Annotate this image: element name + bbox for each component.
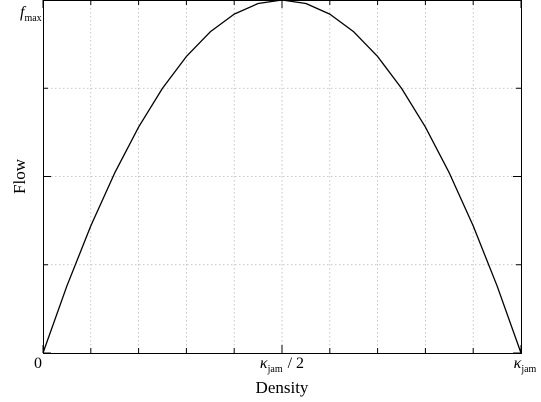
y-tick-label: fmax bbox=[20, 4, 42, 24]
plot-frame bbox=[43, 0, 522, 354]
x-tick-label: κjam/ 2 bbox=[260, 355, 304, 375]
flow-curve bbox=[42, 0, 522, 354]
grid bbox=[43, 0, 521, 353]
x-tick-label: 0 bbox=[34, 355, 42, 372]
tick-labels: 0 κjam/ 2 κjam fmax bbox=[20, 4, 537, 375]
x-tick-label: κjam bbox=[514, 355, 537, 375]
axis-ticks bbox=[42, 0, 522, 354]
y-axis-label: Flow bbox=[10, 158, 29, 194]
x-axis-label: Density bbox=[256, 378, 309, 397]
series-layer bbox=[42, 0, 522, 354]
